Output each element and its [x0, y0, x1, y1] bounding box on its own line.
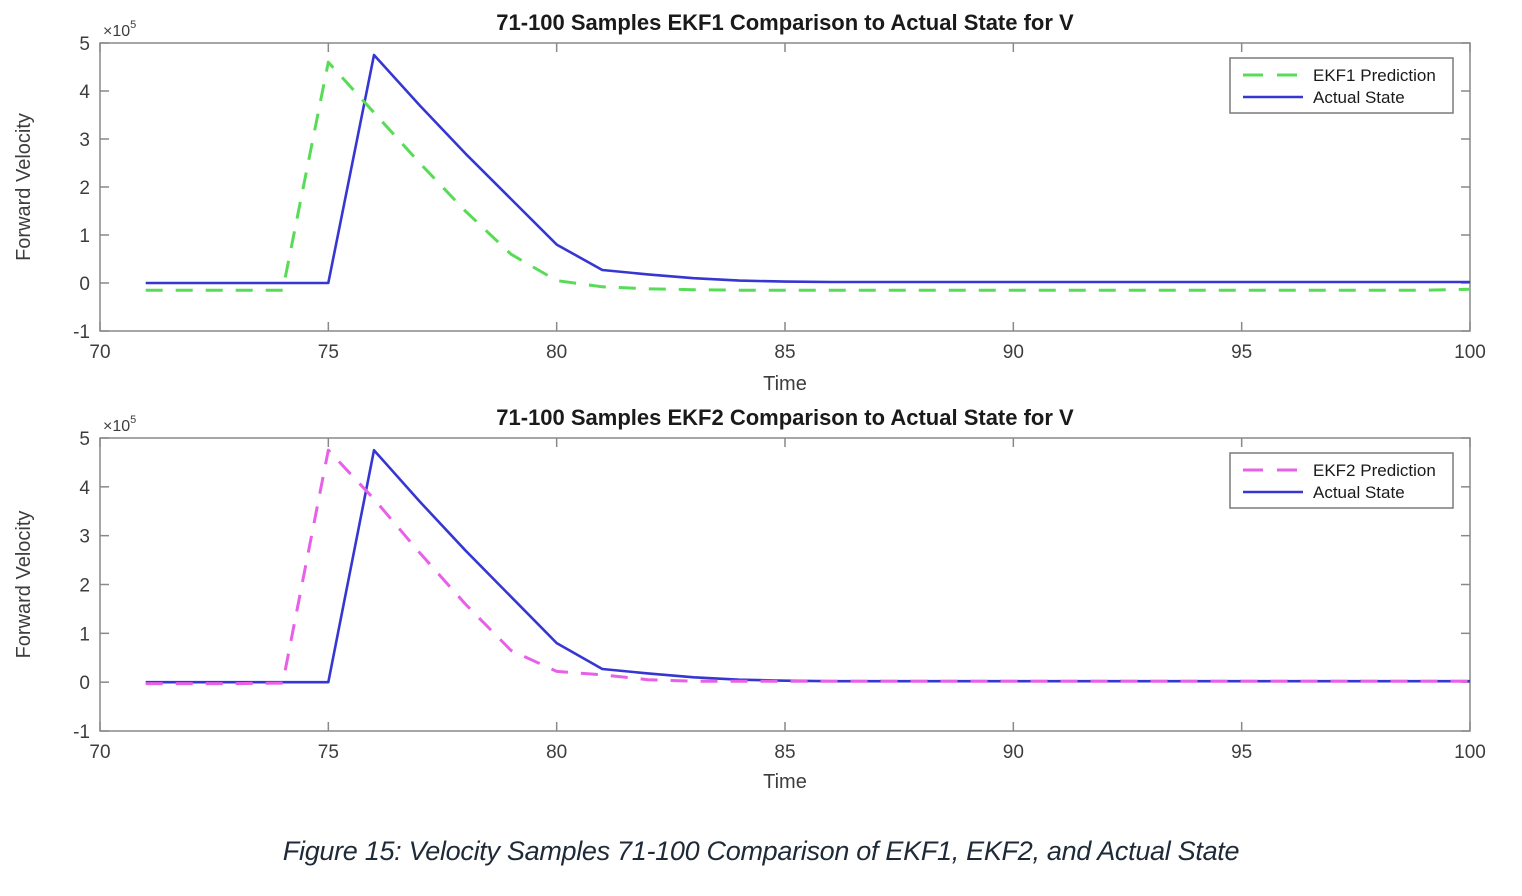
y-tick-label: 1	[79, 624, 90, 645]
y-tick-label: 4	[79, 478, 90, 499]
y-tick-label: 2	[79, 576, 90, 597]
y-tick-label: 2	[79, 178, 90, 199]
y-axis-label: Forward Velocity	[13, 511, 35, 659]
legend: EKF2 Prediction Actual State	[1229, 452, 1454, 509]
chart-2: 71-100 Samples EKF2 Comparison to Actual…	[13, 405, 1486, 793]
y-tick-label: 5	[79, 429, 90, 450]
legend-entry-label: EKF1 Prediction	[1313, 66, 1436, 85]
y-tick-label: -1	[73, 322, 90, 343]
x-tick-label: 90	[1003, 342, 1024, 363]
x-tick-label: 75	[318, 742, 339, 763]
y-axis-multiplier: ×105	[103, 414, 136, 435]
y-tick-label: 4	[79, 82, 90, 103]
x-tick-label: 100	[1454, 342, 1486, 363]
legend-box	[1229, 452, 1454, 509]
x-tick-label: 95	[1231, 342, 1252, 363]
y-tick-label: 3	[79, 527, 90, 548]
legend-entry-label: Actual State	[1313, 88, 1405, 107]
chart-title: 71-100 Samples EKF1 Comparison to Actual…	[496, 10, 1074, 35]
legend-box	[1229, 57, 1454, 114]
legend: EKF1 Prediction Actual State	[1229, 57, 1454, 114]
x-tick-label: 100	[1454, 742, 1486, 763]
x-axis-label: Time	[763, 373, 807, 395]
legend-entry-label: Actual State	[1313, 483, 1405, 502]
y-tick-label: 0	[79, 274, 90, 295]
x-tick-label: 70	[89, 742, 110, 763]
x-tick-label: 70	[89, 342, 110, 363]
x-tick-label: 95	[1231, 742, 1252, 763]
chart-title: 71-100 Samples EKF2 Comparison to Actual…	[496, 405, 1074, 430]
x-tick-label: 90	[1003, 742, 1024, 763]
x-axis-label: Time	[763, 771, 807, 793]
y-tick-label: 5	[79, 34, 90, 55]
ekf-comparison-charts: 71-100 Samples EKF1 Comparison to Actual…	[13, 10, 1486, 793]
x-tick-label: 75	[318, 342, 339, 363]
y-tick-label: 3	[79, 130, 90, 151]
series-line-ekf1-prediction	[145, 60, 1471, 292]
y-axis-multiplier: ×105	[103, 19, 136, 40]
x-tick-label: 80	[546, 342, 567, 363]
x-tick-label: 85	[774, 742, 795, 763]
legend-entry-label: EKF2 Prediction	[1313, 461, 1436, 480]
y-tick-label: 1	[79, 226, 90, 247]
chart-1: 71-100 Samples EKF1 Comparison to Actual…	[13, 10, 1486, 395]
x-tick-label: 80	[546, 742, 567, 763]
series-line-actual-state	[145, 53, 1470, 285]
series-line-ekf2-prediction	[145, 448, 1470, 686]
x-tick-label: 85	[774, 342, 795, 363]
figure-caption: Figure 15: Velocity Samples 71-100 Compa…	[282, 836, 1240, 866]
y-axis-label: Forward Velocity	[13, 113, 35, 261]
y-tick-label: -1	[73, 722, 90, 743]
y-tick-label: 0	[79, 673, 90, 694]
